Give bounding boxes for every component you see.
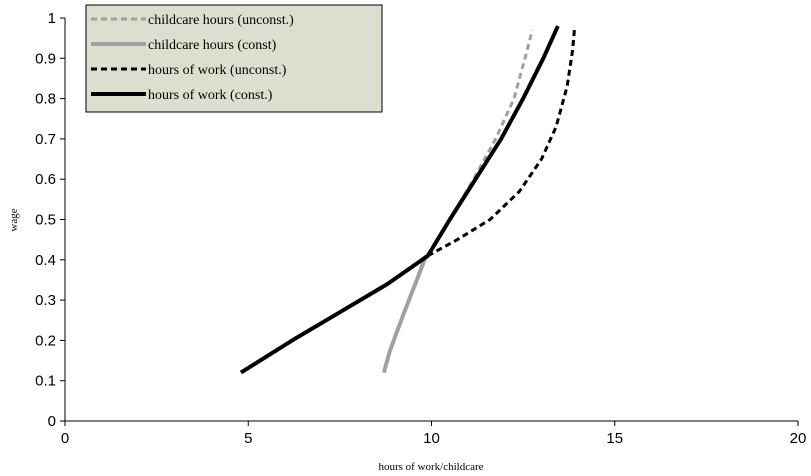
series-line-1 <box>381 255 428 374</box>
y-tick-label: 1 <box>48 10 56 27</box>
x-tick-label: 0 <box>61 430 69 447</box>
legend-label-1: childcare hours (const) <box>148 38 277 53</box>
legend-label-3: hours of work (const.) <box>148 88 273 103</box>
x-ticks: 0 5 10 15 20 <box>61 421 807 447</box>
y-tick-label: 0.3 <box>35 292 56 309</box>
legend-label-0: childcare hours (unconst.) <box>148 13 294 28</box>
legend-label-2: hours of work (unconst.) <box>148 63 287 78</box>
x-tick-label: 20 <box>790 430 807 447</box>
y-tick-label: 0.5 <box>35 212 56 229</box>
y-tick-label: 0.4 <box>35 252 56 269</box>
legend: childcare hours (unconst.) childcare hour… <box>85 4 383 113</box>
y-tick-label: 0.7 <box>35 131 56 148</box>
series-line-2 <box>427 29 576 258</box>
y-tick-label: 0.1 <box>35 373 56 390</box>
x-tick-label: 10 <box>423 430 440 447</box>
y-tick-label: 0.9 <box>35 50 56 67</box>
y-tick-label: 0.2 <box>35 332 56 349</box>
series-line-0 <box>426 29 534 257</box>
x-axis-title: hours of work/childcare <box>378 461 483 473</box>
y-ticks: 0 0.1 0.2 0.3 0.4 0.5 0.6 0.7 0.8 0.9 1 <box>35 10 65 430</box>
series-line-3 <box>239 25 560 375</box>
y-tick-label: 0.6 <box>35 171 56 188</box>
y-tick-label: 0 <box>48 413 56 430</box>
series-layer <box>239 25 576 375</box>
x-tick-label: 15 <box>606 430 623 447</box>
y-axis-title: wage <box>8 208 20 231</box>
x-tick-label: 5 <box>244 430 252 447</box>
y-tick-label: 0.8 <box>35 91 56 108</box>
